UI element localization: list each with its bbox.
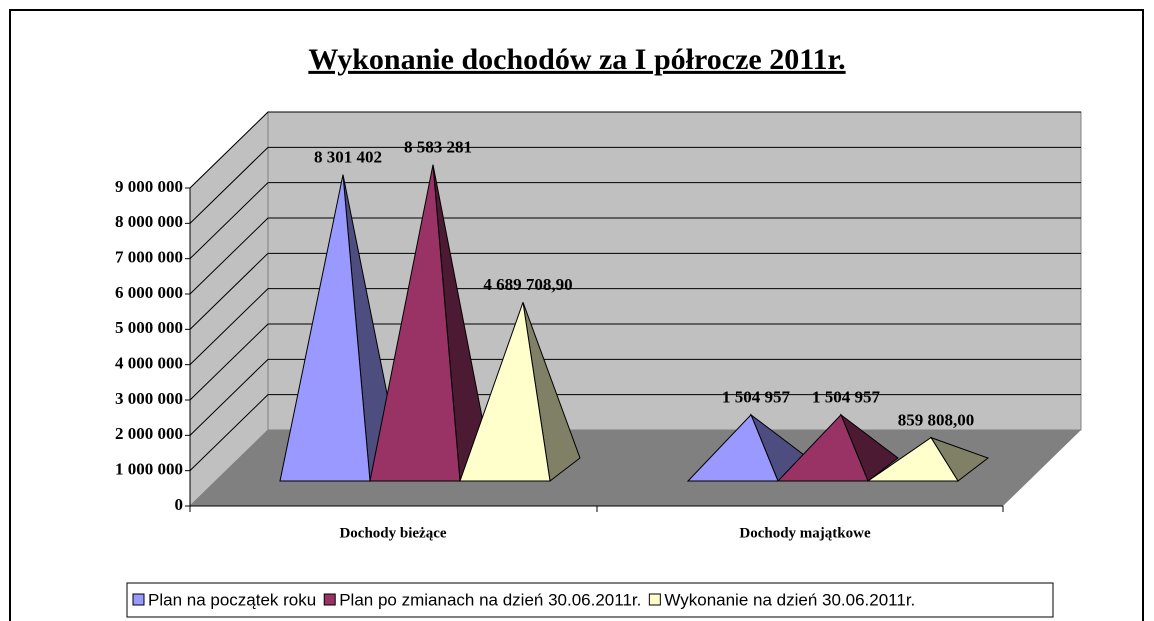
- y-tick-label: 4 000 000: [115, 354, 183, 373]
- value-label: 8 301 402: [314, 148, 382, 167]
- x-tick-label: Dochody majątkowe: [739, 525, 871, 541]
- grid-line: [189, 146, 1081, 224]
- grid-line: [189, 111, 1081, 189]
- value-label: 8 583 281: [404, 138, 472, 157]
- grid-line: [189, 358, 1081, 436]
- grid-line: [189, 252, 1081, 330]
- frame: [9, 9, 1144, 621]
- x-tick-label: Dochody bieżące: [339, 525, 446, 541]
- pyramid-front: [279, 174, 371, 482]
- legend-swatch: [648, 593, 661, 606]
- legend-swatch: [323, 593, 336, 606]
- value-label: 4 689 708,90: [483, 275, 572, 294]
- legend: [126, 582, 1054, 618]
- legend-label: Wykonanie na dzień 30.06.2011r.: [664, 590, 915, 609]
- y-tick-label: 8 000 000: [115, 212, 183, 231]
- pyramid-front: [866, 436, 959, 482]
- value-label: 1 504 957: [722, 388, 791, 407]
- pyramid-front: [369, 164, 461, 482]
- y-tick-label: 7 000 000: [115, 248, 183, 267]
- pyramid-front: [686, 413, 779, 482]
- y-tick-label: 9 000 000: [115, 177, 183, 196]
- pyramid-front: [459, 302, 551, 482]
- y-tick-label: 1 000 000: [115, 460, 183, 479]
- pyramid-front: [776, 413, 869, 482]
- grid-line: [189, 394, 1081, 472]
- legend-swatch: [132, 593, 145, 606]
- grid-line: [189, 217, 1081, 295]
- y-tick-label: 6 000 000: [115, 283, 183, 302]
- value-label: 859 808,00: [898, 411, 975, 430]
- value-label: 1 504 957: [812, 388, 881, 407]
- grid-line: [189, 323, 1081, 401]
- chart-title: Wykonanie dochodów za I półrocze 2011r.: [308, 43, 845, 76]
- y-tick-label: 5 000 000: [115, 318, 183, 337]
- grid-line: [189, 182, 1081, 260]
- grid-line: [189, 288, 1081, 366]
- y-tick-label: 0: [175, 495, 184, 514]
- legend-label: Plan po zmianach na dzień 30.06.2011r.: [339, 590, 641, 609]
- y-tick-label: 3 000 000: [115, 389, 183, 408]
- y-tick-label: 2 000 000: [115, 424, 183, 443]
- legend-label: Plan na początek roku: [148, 590, 316, 609]
